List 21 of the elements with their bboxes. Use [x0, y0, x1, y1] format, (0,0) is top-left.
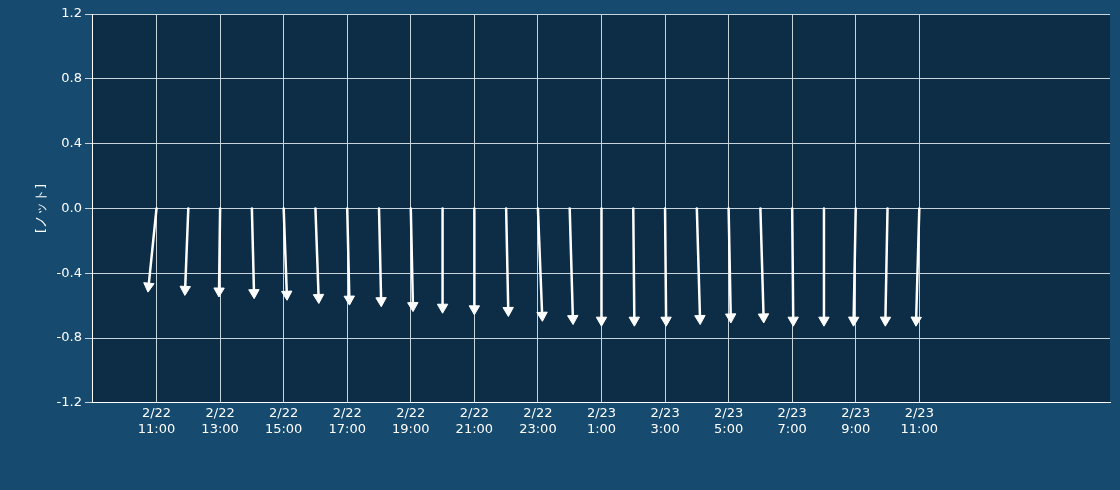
- x-tick-label: 2/23 9:00: [841, 404, 871, 436]
- x-tick-label: 2/23 1:00: [586, 404, 617, 436]
- x-tick-label: 2/22 11:00: [137, 404, 176, 436]
- x-tick-label: 2/22 17:00: [328, 404, 366, 436]
- x-tick-label: 2/22 21:00: [455, 404, 494, 436]
- y-tick-label: 1.2: [61, 5, 82, 21]
- y-tick-label: -0.8: [56, 329, 82, 345]
- y-axis-title: [ノット]: [33, 183, 49, 233]
- y-tick-label: -0.4: [56, 264, 82, 280]
- x-tick-label: 2/23 11:00: [900, 404, 939, 436]
- x-tick-label: 2/22 23:00: [519, 404, 557, 436]
- y-tick-label: -1.2: [56, 394, 82, 410]
- y-tick-label: 0.4: [61, 134, 82, 150]
- y-tick-label: 0.8: [61, 70, 82, 86]
- x-tick-label: 2/22 15:00: [264, 404, 303, 436]
- x-tick-label: 2/22 13:00: [201, 404, 239, 436]
- x-tick-label: 2/22 19:00: [392, 404, 430, 436]
- x-tick-label: 2/23 3:00: [650, 404, 680, 436]
- x-tick-label: 2/23 5:00: [714, 404, 744, 436]
- x-tick-label: 2/23 7:00: [777, 404, 807, 436]
- y-tick-label: 0.0: [61, 199, 82, 215]
